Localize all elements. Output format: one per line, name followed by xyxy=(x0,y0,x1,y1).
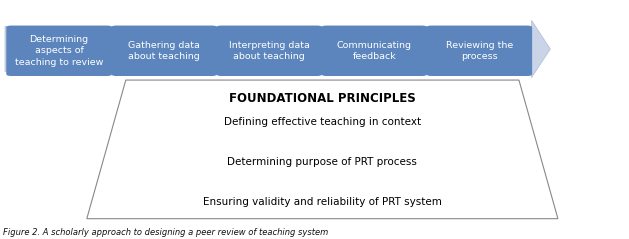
FancyBboxPatch shape xyxy=(216,26,322,76)
Text: Defining effective teaching in context: Defining effective teaching in context xyxy=(224,117,421,127)
Text: Interpreting data
about teaching: Interpreting data about teaching xyxy=(229,41,309,61)
FancyBboxPatch shape xyxy=(426,26,532,76)
Text: Gathering data
about teaching: Gathering data about teaching xyxy=(128,41,200,61)
Text: FOUNDATIONAL PRINCIPLES: FOUNDATIONAL PRINCIPLES xyxy=(229,92,416,105)
Text: Communicating
feedback: Communicating feedback xyxy=(337,41,412,61)
FancyBboxPatch shape xyxy=(111,26,217,76)
Polygon shape xyxy=(87,80,558,219)
Text: Determining
aspects of
teaching to review: Determining aspects of teaching to revie… xyxy=(15,35,103,67)
Text: Ensuring validity and reliability of PRT system: Ensuring validity and reliability of PRT… xyxy=(203,197,442,207)
Polygon shape xyxy=(5,20,550,78)
Text: Reviewing the
process: Reviewing the process xyxy=(446,41,513,61)
Text: Figure 2. A scholarly approach to designing a peer review of teaching system: Figure 2. A scholarly approach to design… xyxy=(3,228,328,237)
FancyBboxPatch shape xyxy=(6,26,112,76)
FancyBboxPatch shape xyxy=(321,26,427,76)
Text: Determining purpose of PRT process: Determining purpose of PRT process xyxy=(228,157,417,167)
